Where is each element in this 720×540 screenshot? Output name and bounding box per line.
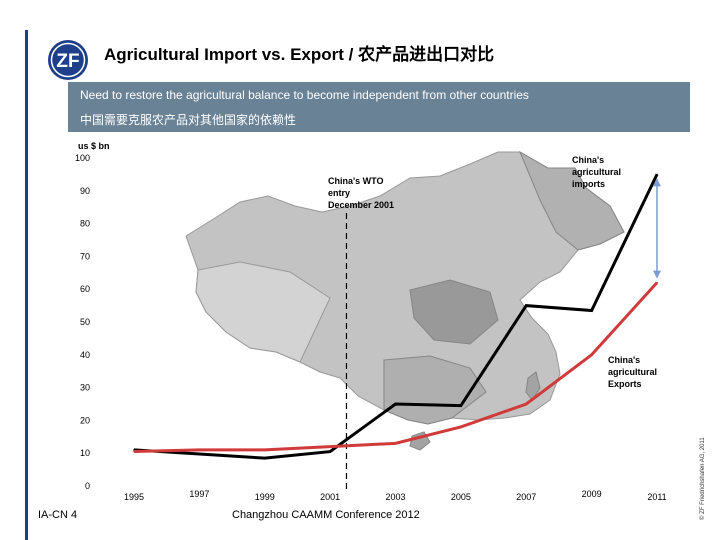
imports-point bbox=[394, 403, 397, 405]
x-tick-label: 2009 bbox=[582, 489, 602, 499]
axes: us $ bn 0 10 20 30 40 50 60 70 80 90 100 1995 1997 199… bbox=[75, 141, 667, 502]
y-tick-label: 100 bbox=[75, 153, 90, 163]
banner-text-chinese: 中国需要克服农产品对其他国家的依赖性 bbox=[80, 113, 297, 127]
banner-text-english: Need to restore the agricultural balance… bbox=[80, 88, 529, 102]
imports-point bbox=[590, 309, 593, 312]
exports-point bbox=[133, 450, 135, 453]
page-title: Agricultural Import vs. Export / 农产品进出口对… bbox=[104, 45, 495, 64]
y-tick-label: 60 bbox=[80, 284, 90, 294]
y-tick-label: 0 bbox=[85, 481, 90, 491]
x-tick-label: 2011 bbox=[647, 492, 666, 502]
map-region-northeast bbox=[518, 150, 625, 251]
x-tick-label: 1997 bbox=[189, 489, 209, 499]
imports-line bbox=[133, 173, 659, 460]
exports-point bbox=[198, 449, 201, 451]
zf-logo: ZF bbox=[40, 36, 96, 84]
china-map-background bbox=[185, 150, 625, 451]
y-axis-label: us $ bn bbox=[78, 141, 110, 151]
copyright-notice: © ZF Friedrichshafen AG, 2011 bbox=[700, 437, 706, 520]
exports-point bbox=[394, 442, 397, 445]
exports-annotation: China's agricultural Exports bbox=[608, 355, 657, 389]
import-export-gap-arrow bbox=[653, 178, 661, 279]
slide-id: IA-CN 4 bbox=[38, 509, 78, 521]
x-tick-label: 1999 bbox=[255, 492, 275, 502]
x-tick-label: 2007 bbox=[516, 492, 536, 502]
left-accent-bar bbox=[25, 30, 28, 540]
y-tick-label: 10 bbox=[80, 448, 90, 458]
imports-point bbox=[329, 450, 331, 453]
y-tick-label: 70 bbox=[80, 251, 90, 261]
imports-point bbox=[263, 457, 266, 459]
imports-point bbox=[525, 304, 528, 307]
series bbox=[133, 173, 659, 460]
exports-point bbox=[263, 449, 266, 451]
conference-name: Changzhou CAAMM Conference 2012 bbox=[232, 509, 420, 521]
map-region-central bbox=[409, 279, 499, 345]
logo-text: ZF bbox=[56, 51, 79, 72]
exports-point bbox=[590, 354, 593, 356]
imports-point bbox=[656, 173, 658, 176]
x-tick-label: 2005 bbox=[451, 492, 471, 502]
x-tick-label: 1995 bbox=[124, 492, 144, 502]
exports-point bbox=[329, 445, 331, 448]
map-region-west bbox=[195, 261, 331, 363]
imports-annotation: China's agricultural imports bbox=[572, 155, 621, 189]
y-tick-label: 20 bbox=[80, 415, 90, 425]
exports-point bbox=[460, 426, 462, 428]
y-tick-label: 80 bbox=[80, 219, 90, 229]
subtitle-banner: Need to restore the agricultural balance… bbox=[68, 82, 690, 132]
imports-point bbox=[460, 404, 462, 407]
y-tick-label: 30 bbox=[80, 383, 90, 393]
wto-entry-annotation: China's WTO entry December 2001 bbox=[328, 176, 394, 210]
x-tick-label: 2001 bbox=[320, 492, 340, 502]
y-tick-label: 90 bbox=[80, 186, 90, 196]
map-taiwan bbox=[525, 371, 541, 401]
y-tick-label: 50 bbox=[80, 317, 90, 327]
exports-point bbox=[656, 281, 658, 284]
y-tick-label: 40 bbox=[80, 350, 90, 360]
exports-point bbox=[525, 403, 528, 405]
x-tick-label: 2003 bbox=[385, 492, 405, 502]
